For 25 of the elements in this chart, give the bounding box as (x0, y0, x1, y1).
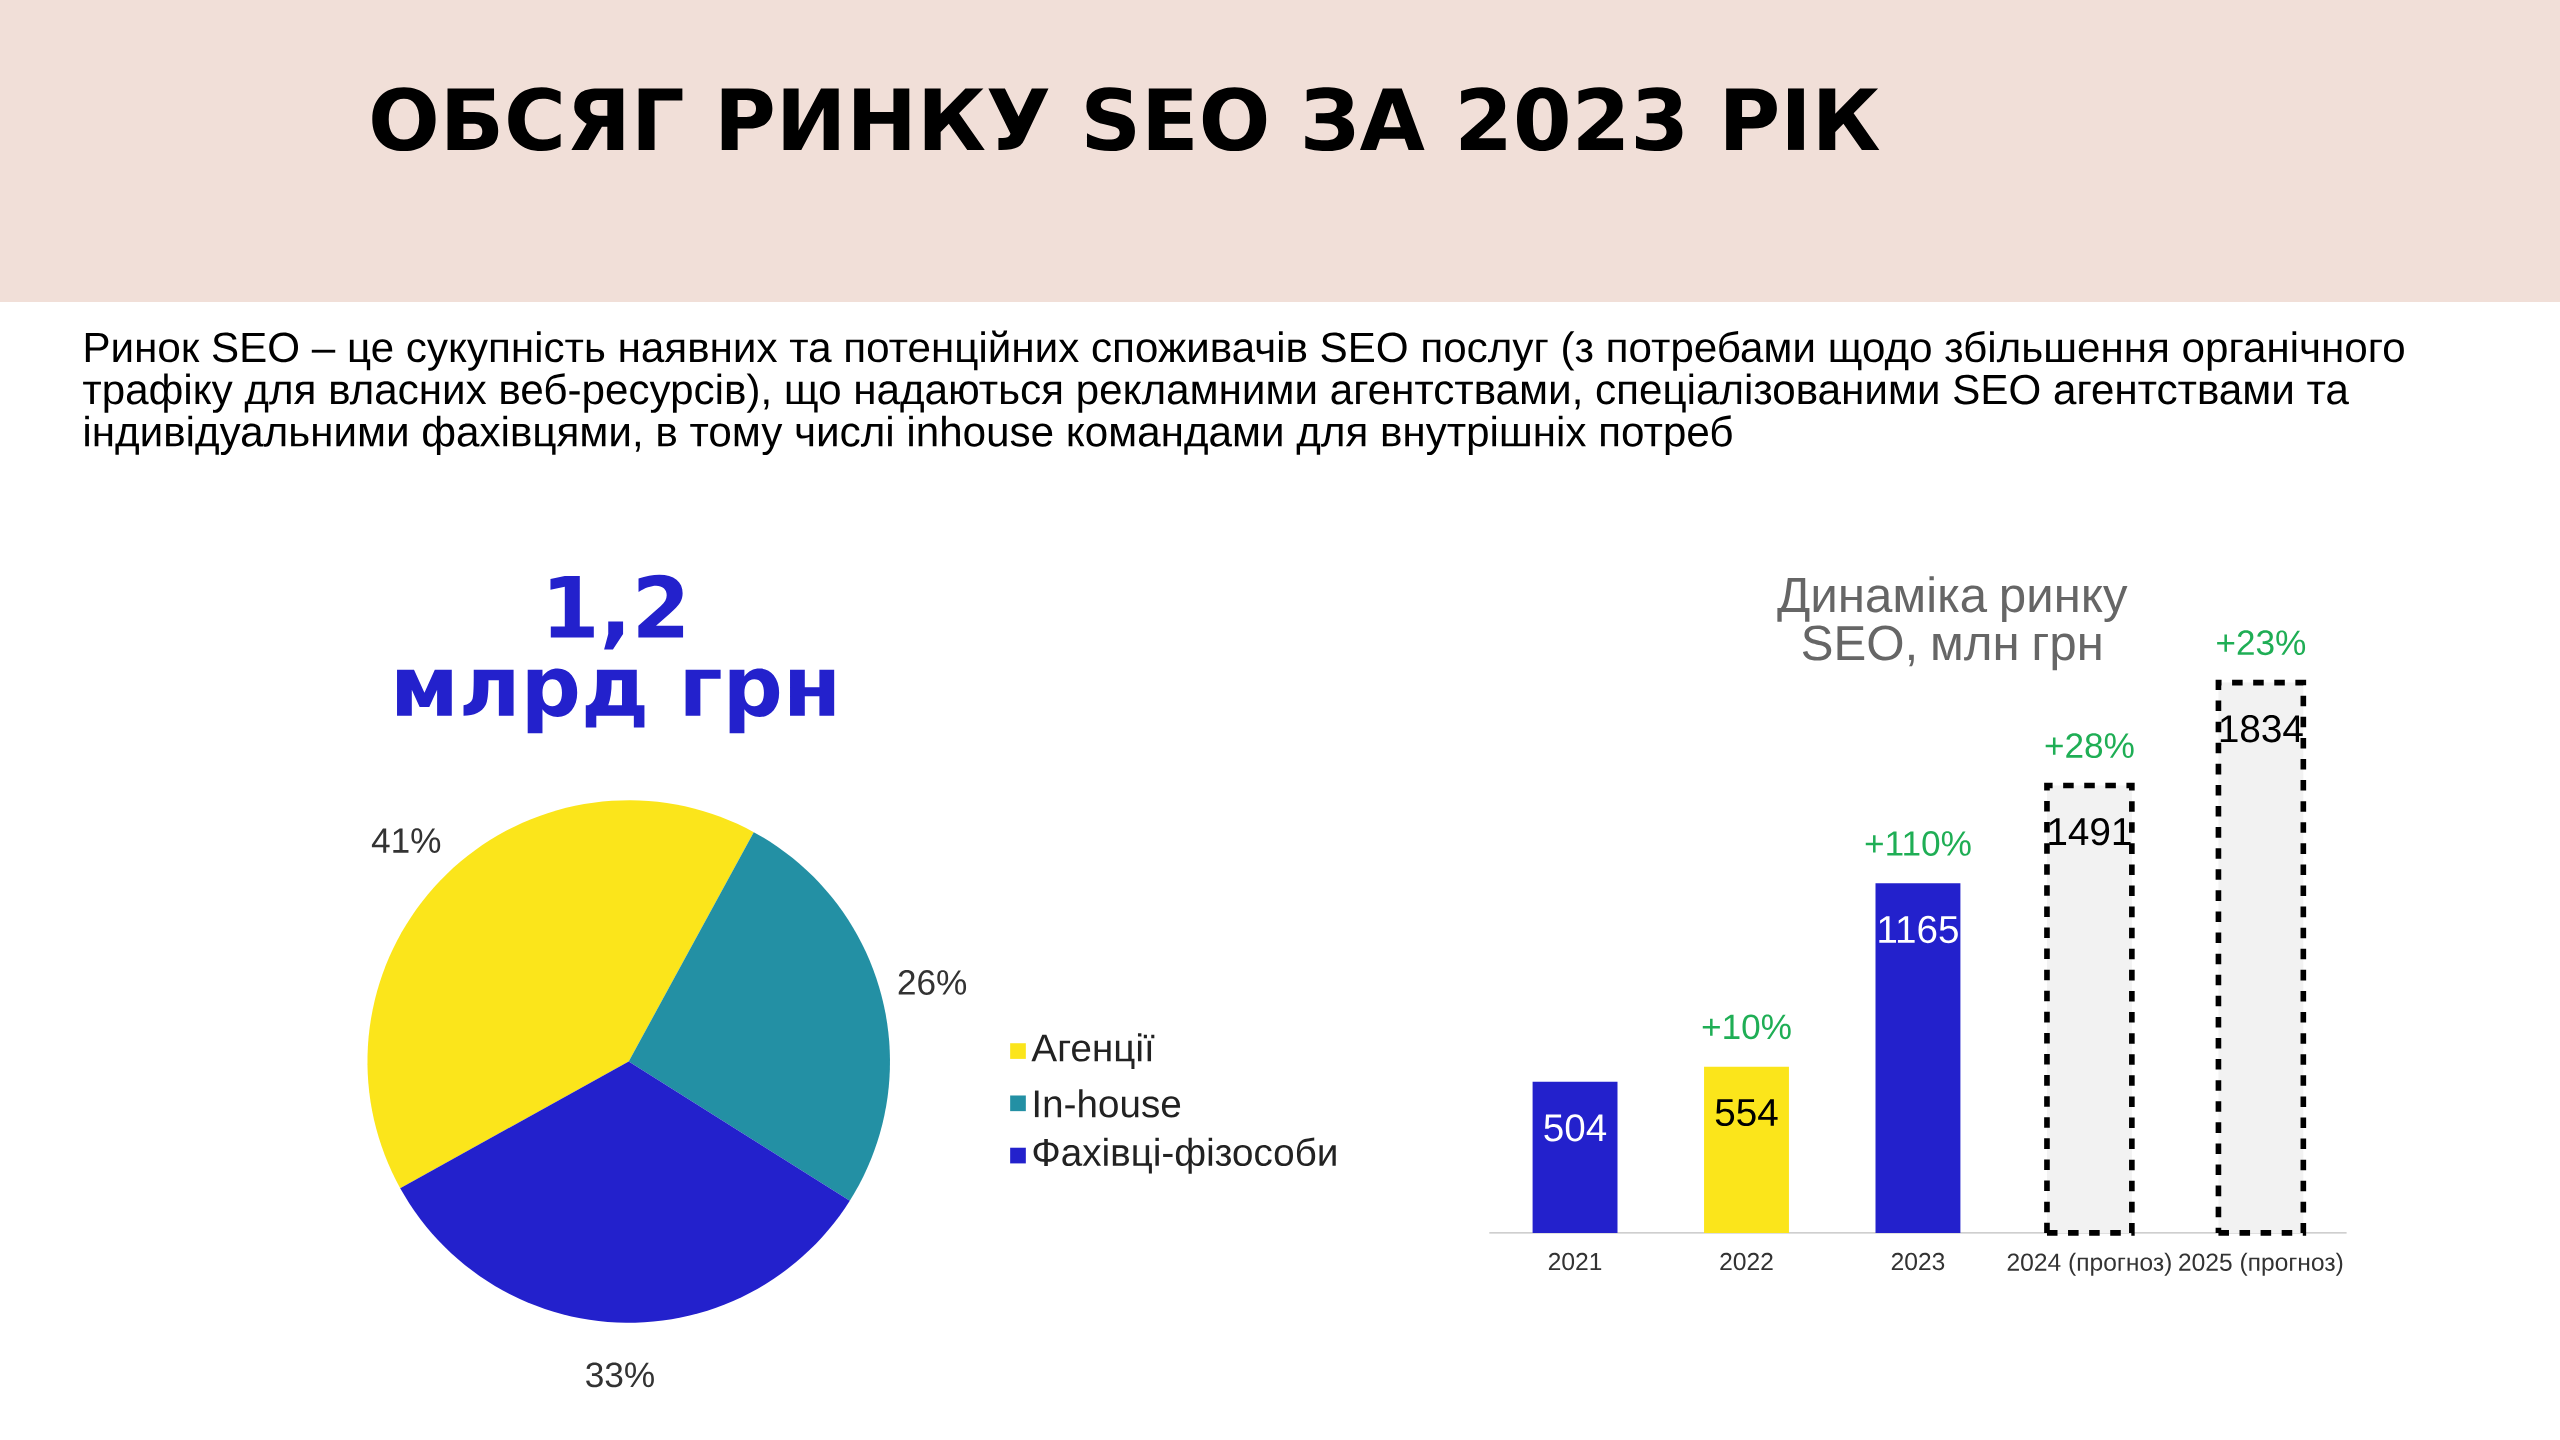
data-label: 33% (586, 1362, 654, 1388)
x-tick-label: 2023 (1891, 1252, 1945, 1271)
legend-label: Агенції (1031, 1033, 1155, 1069)
chart-title: Динаміка ринку SEO, млн грн (1777, 576, 2128, 671)
text: ОБСЯГ РИНКУ SEO ЗА 2023 РІК (372, 87, 1880, 152)
legend-label: In-house (1034, 1089, 1181, 1118)
annotation: +110% (1865, 831, 1971, 856)
annotation: +10% (1702, 1014, 1791, 1040)
x-tick-label: 2024 (прогноз) (2007, 1252, 2171, 1276)
annotation: +23% (2217, 630, 2306, 656)
chart-subtitle: млрд грн (397, 668, 835, 734)
data-label: 1834 (2220, 715, 2303, 743)
data-label: 1165 (1879, 915, 1958, 944)
data-label: 1491 (2049, 817, 2131, 846)
chart-title: 1,2 (550, 574, 684, 650)
data-label: 26% (898, 970, 967, 995)
text: Ринок SEO – це сукупність наявних та потенційних споживачів SEO послуг (з потребами щодо збільшення органічного трафіку для власних веб-ресурсів), що надаються рекламними агентствами, спеціалізованими SEO агентствами та індивідуальними фахівцями, в тому числі inhouse командами для внутрішніх потреб (83, 330, 2404, 456)
annotation: +28% (2045, 733, 2134, 759)
data-label: 504 (1544, 1114, 1607, 1142)
x-tick-label: 2021 (1548, 1252, 1602, 1271)
x-tick-label: 2022 (1720, 1252, 1773, 1271)
legend-label: Фахівці-фізособи (1033, 1137, 1336, 1174)
data-label: 41% (371, 828, 441, 853)
x-tick-label: 2025 (прогноз) (2179, 1252, 2343, 1276)
data-label: 554 (1715, 1099, 1778, 1127)
